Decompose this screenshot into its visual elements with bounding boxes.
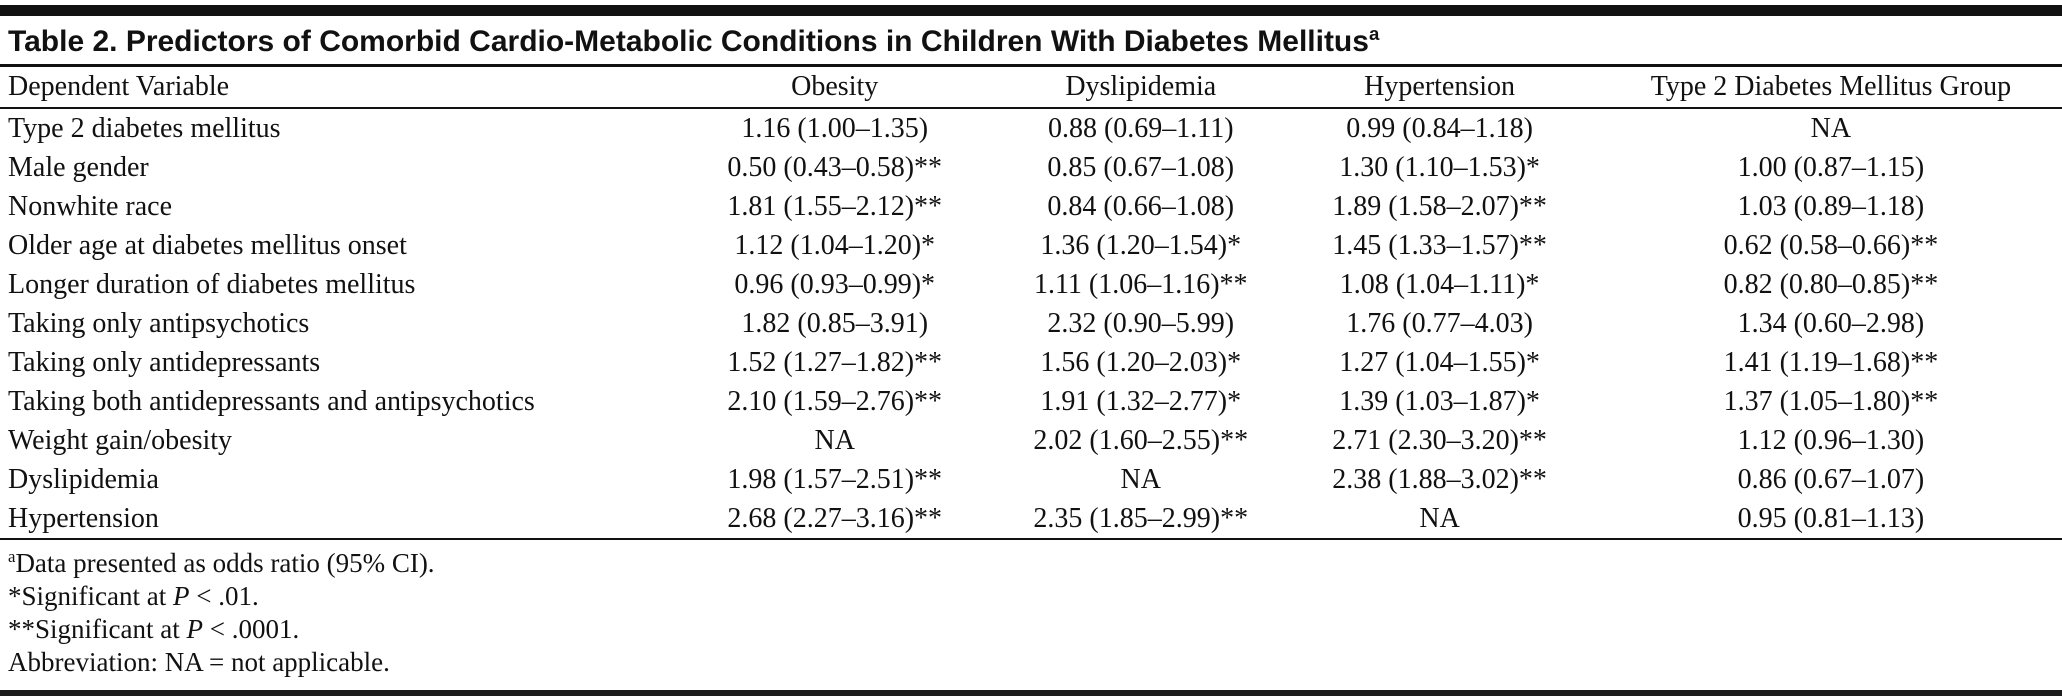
row-label: Weight gain/obesity — [8, 425, 233, 456]
odds-ratio-cell: 1.98 (1.57–2.51)** — [727, 464, 943, 495]
table-title-text: Table 2. Predictors of Comorbid Cardio-M… — [8, 25, 1369, 58]
odds-ratio-cell: 2.10 (1.59–2.76)** — [727, 386, 943, 417]
odds-ratio-cell: NA — [1419, 503, 1460, 534]
odds-ratio-cell: 1.89 (1.58–2.07)** — [1332, 191, 1547, 222]
odds-ratio-cell: 1.03 (0.89–1.18) — [1737, 191, 1925, 222]
row-label: Taking only antidepressants — [8, 347, 321, 378]
footnote-italic-p: P — [172, 581, 190, 611]
odds-ratio-cell: 0.84 (0.66–1.08) — [1047, 191, 1235, 222]
odds-ratio-cell: 2.71 (2.30–3.20)** — [1332, 425, 1547, 456]
table-title: Table 2. Predictors of Comorbid Cardio-M… — [0, 16, 2062, 67]
row-label: Taking both antidepressants and antipsyc… — [8, 386, 535, 417]
odds-ratio-cell: 1.12 (1.04–1.20)* — [734, 230, 936, 261]
odds-ratio-cell: 1.41 (1.19–1.68)** — [1723, 347, 1939, 378]
footnote-superscript-marker: a — [8, 547, 16, 566]
table-row: Taking only antipsychotics 1.82 (0.85–3.9… — [0, 304, 2062, 343]
odds-ratio-cell: 0.99 (0.84–1.18) — [1346, 113, 1533, 144]
row-label: Older age at diabetes mellitus onset — [8, 230, 407, 261]
column-header: Obesity — [667, 67, 1003, 109]
table-body: Type 2 diabetes mellitus 1.16 (1.00–1.35)… — [0, 108, 2062, 538]
column-header: Type 2 Diabetes Mellitus Group — [1599, 67, 2062, 109]
odds-ratio-cell: 1.30 (1.10–1.53)* — [1339, 152, 1540, 183]
table-row: Nonwhite race 1.81 (1.55–2.12)** 0.84 (0.6… — [0, 187, 2062, 226]
odds-ratio-cell: 1.91 (1.32–2.77)* — [1040, 386, 1242, 417]
footnote-text: *Significant at — [8, 581, 173, 611]
predictors-table: Dependent Variable Obesity Dyslipidemia Hyp… — [0, 67, 2062, 538]
row-label: Nonwhite race — [8, 191, 173, 222]
footnote: Abbreviation: NA = not applicable. — [8, 646, 2054, 679]
column-header: Dyslipidemia — [1002, 67, 1280, 109]
odds-ratio-cell: 1.81 (1.55–2.12)** — [727, 191, 943, 222]
footnote: **Significant at P < .0001. — [8, 613, 2054, 646]
table-row: Older age at diabetes mellitus onset 1.12… — [0, 226, 2062, 265]
odds-ratio-cell: 0.50 (0.43–0.58)** — [727, 152, 943, 183]
footnote-text: Abbreviation: NA = not applicable. — [8, 647, 390, 677]
odds-ratio-cell: 1.76 (0.77–4.03) — [1346, 308, 1533, 339]
column-header: Dependent Variable — [0, 67, 668, 109]
odds-ratio-cell: 1.52 (1.27–1.82)** — [727, 347, 943, 378]
odds-ratio-cell: 0.82 (0.80–0.85)** — [1723, 269, 1939, 300]
row-label: Hypertension — [8, 503, 159, 534]
top-rule — [0, 5, 2062, 16]
footnote-text: **Significant at — [8, 614, 187, 644]
footnote: aData presented as odds ratio (95% CI). — [8, 547, 2054, 580]
footnote-text: < .0001. — [202, 614, 300, 644]
odds-ratio-cell: 0.62 (0.58–0.66)** — [1723, 230, 1939, 261]
odds-ratio-cell: 1.00 (0.87–1.15) — [1737, 152, 1925, 183]
odds-ratio-cell: 0.86 (0.67–1.07) — [1737, 464, 1925, 495]
table-header: Dependent Variable Obesity Dyslipidemia Hyp… — [0, 67, 2062, 109]
row-label: Male gender — [8, 152, 149, 183]
odds-ratio-cell: 2.02 (1.60–2.55)** — [1033, 425, 1249, 456]
row-label: Longer duration of diabetes mellitus — [8, 269, 416, 300]
table-title-superscript: a — [1368, 23, 1380, 44]
odds-ratio-cell: 0.96 (0.93–0.99)* — [734, 269, 936, 300]
odds-ratio-cell: 1.39 (1.03–1.87)* — [1339, 386, 1540, 417]
odds-ratio-cell: 2.38 (1.88–3.02)** — [1332, 464, 1547, 495]
odds-ratio-cell: NA — [1120, 464, 1161, 495]
table-row: Longer duration of diabetes mellitus 0.96… — [0, 265, 2062, 304]
odds-ratio-cell: 0.95 (0.81–1.13) — [1737, 503, 1925, 534]
table-row: Dyslipidemia 1.98 (1.57–2.51)** NA 2.38 (1.… — [0, 460, 2062, 499]
odds-ratio-cell: 2.35 (1.85–2.99)** — [1033, 503, 1249, 534]
table-footnotes: aData presented as odds ratio (95% CI). *… — [0, 538, 2062, 679]
odds-ratio-cell: 0.88 (0.69–1.11) — [1047, 113, 1234, 144]
odds-ratio-cell: 1.16 (1.00–1.35) — [741, 113, 929, 144]
table-row: Male gender 0.50 (0.43–0.58)** 0.85 (0.67–… — [0, 148, 2062, 187]
header-row: Dependent Variable Obesity Dyslipidemia Hyp… — [0, 67, 2062, 109]
odds-ratio-cell: 1.08 (1.04–1.11)* — [1339, 269, 1540, 300]
odds-ratio-cell: 1.11 (1.06–1.16)** — [1033, 269, 1248, 300]
odds-ratio-cell: 1.56 (1.20–2.03)* — [1040, 347, 1242, 378]
odds-ratio-cell: 1.27 (1.04–1.55)* — [1339, 347, 1540, 378]
footnote-italic-p: P — [186, 614, 203, 644]
row-label: Type 2 diabetes mellitus — [8, 113, 281, 144]
footnote-text: Data presented as odds ratio (95% CI). — [15, 548, 435, 578]
odds-ratio-cell: 1.45 (1.33–1.57)** — [1332, 230, 1547, 261]
odds-ratio-cell: 2.32 (0.90–5.99) — [1047, 308, 1235, 339]
odds-ratio-cell: 0.85 (0.67–1.08) — [1047, 152, 1235, 183]
odds-ratio-cell: 1.12 (0.96–1.30) — [1737, 425, 1925, 456]
odds-ratio-cell: 2.68 (2.27–3.16)** — [727, 503, 943, 534]
row-label: Dyslipidemia — [8, 464, 159, 495]
footnote-text: < .01. — [189, 581, 259, 611]
table-row: Taking only antidepressants 1.52 (1.27–1.… — [0, 343, 2062, 382]
row-label: Taking only antipsychotics — [8, 308, 310, 339]
column-header: Hypertension — [1279, 67, 1600, 109]
table-row: Type 2 diabetes mellitus 1.16 (1.00–1.35)… — [0, 108, 2062, 148]
odds-ratio-cell: NA — [1810, 113, 1852, 144]
odds-ratio-cell: 1.34 (0.60–2.98) — [1737, 308, 1925, 339]
table-row: Weight gain/obesity NA 2.02 (1.60–2.55)** 2… — [0, 421, 2062, 460]
table-row: Taking both antidepressants and antipsyc… — [0, 382, 2062, 421]
odds-ratio-cell: 1.37 (1.05–1.80)** — [1723, 386, 1939, 417]
footnote: *Significant at P < .01. — [8, 580, 2054, 613]
odds-ratio-cell: 1.82 (0.85–3.91) — [741, 308, 929, 339]
bottom-rule — [0, 690, 2062, 696]
table-row: Hypertension 2.68 (2.27–3.16)** 2.35 (1.85… — [0, 499, 2062, 538]
odds-ratio-cell: NA — [814, 425, 855, 456]
odds-ratio-cell: 1.36 (1.20–1.54)* — [1040, 230, 1242, 261]
